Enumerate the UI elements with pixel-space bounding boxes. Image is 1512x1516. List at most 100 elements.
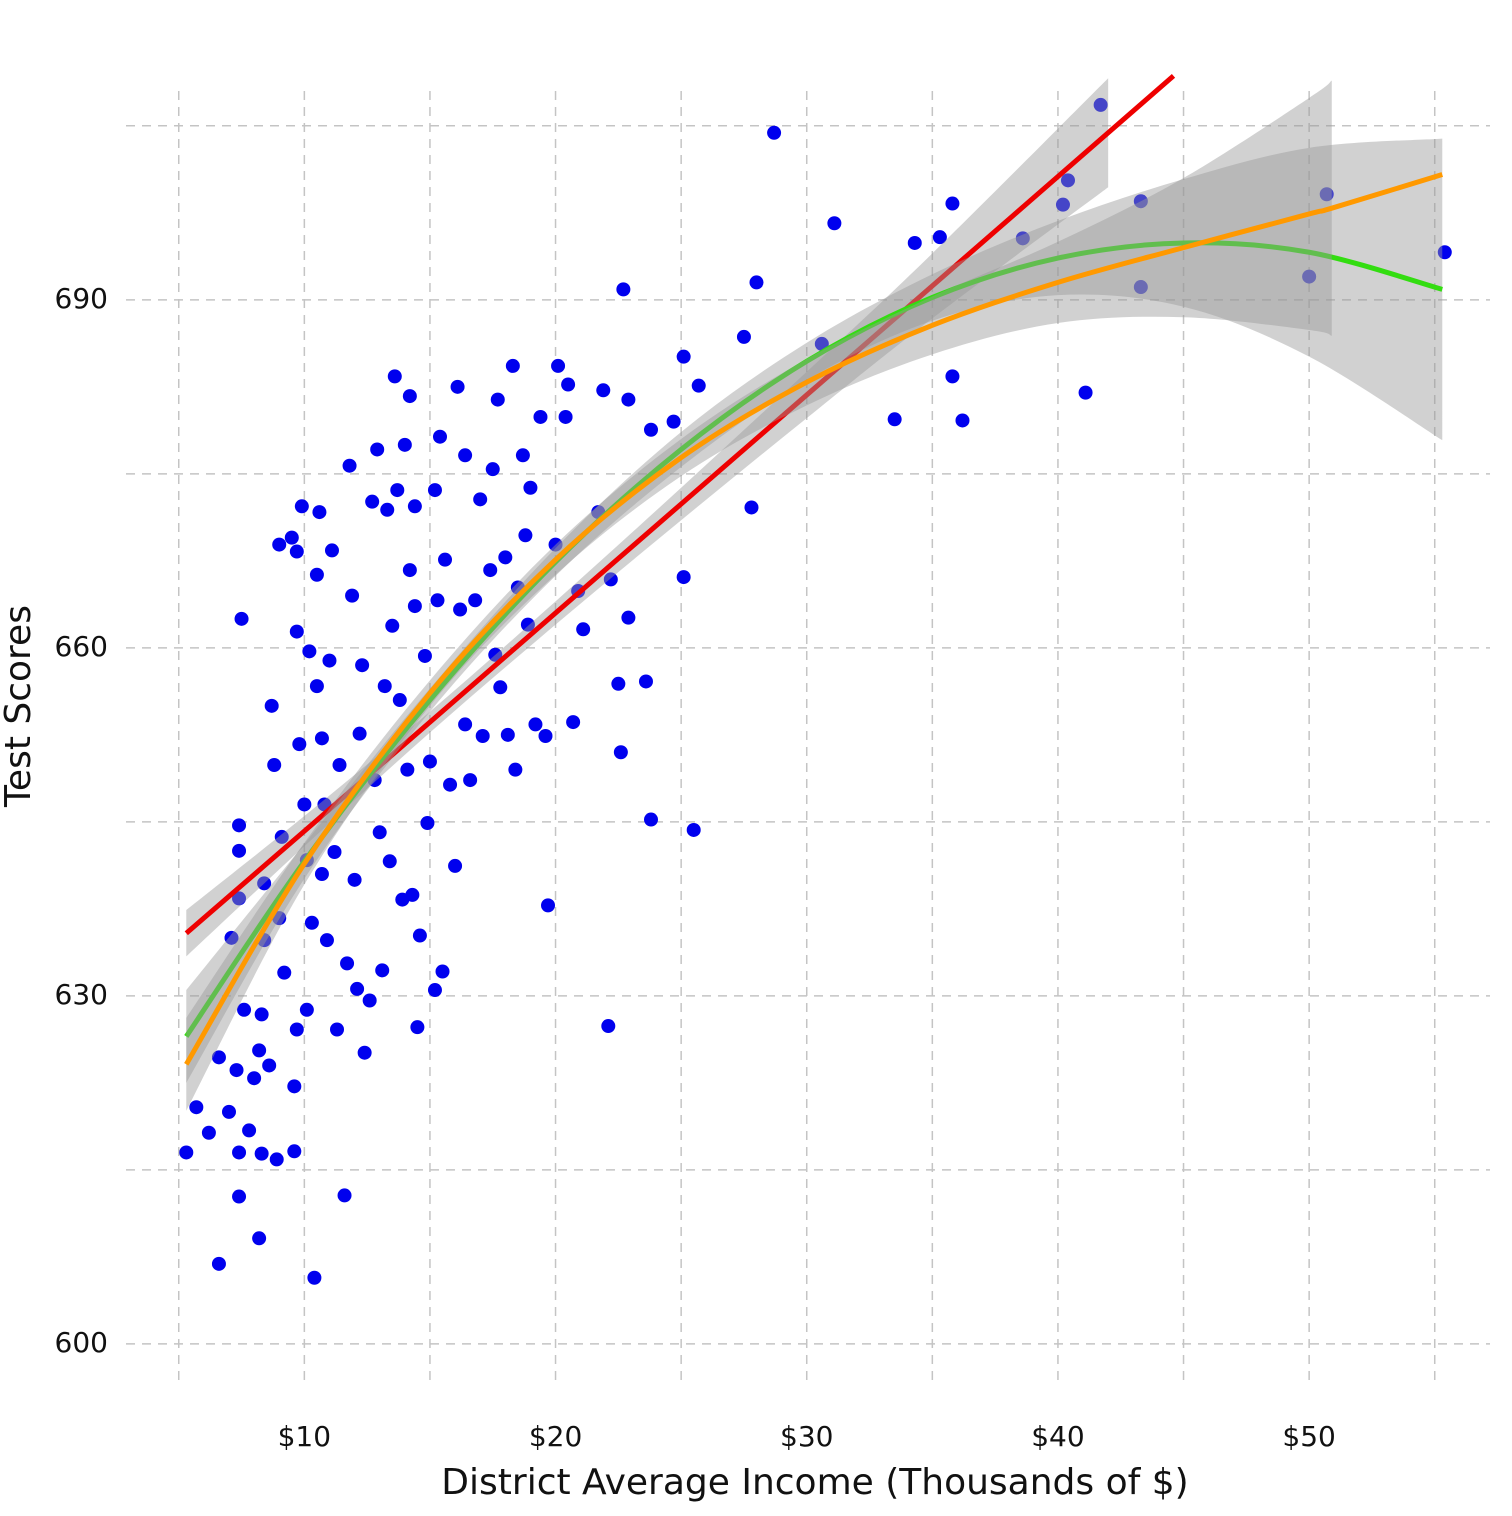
grid [126, 91, 1490, 1381]
data-point [189, 1100, 204, 1115]
data-point [254, 1146, 269, 1161]
x-tick-label: $40 [1031, 1420, 1084, 1453]
data-point [887, 412, 902, 427]
data-point [254, 1007, 269, 1022]
data-point [272, 537, 287, 552]
data-point [287, 1144, 302, 1159]
data-point [297, 797, 312, 812]
data-point [375, 963, 390, 978]
data-point [749, 275, 764, 290]
data-point [272, 911, 287, 926]
data-point [412, 928, 427, 943]
data-point [1055, 197, 1070, 212]
data-point [357, 1045, 372, 1060]
data-point [232, 891, 247, 906]
data-point [232, 1189, 247, 1204]
data-point [676, 570, 691, 585]
y-tick-label: 660 [55, 630, 108, 663]
x-axis-title: District Average Income (Thousands of $) [441, 1462, 1188, 1503]
plot-area [179, 74, 1452, 1285]
data-point [613, 745, 628, 760]
data-point [232, 818, 247, 833]
data-point [558, 409, 573, 424]
data-point [289, 544, 304, 559]
data-point [372, 825, 387, 840]
data-point [450, 379, 465, 394]
data-point [432, 429, 447, 444]
data-point [232, 1145, 247, 1160]
confidence-band [186, 80, 1332, 1111]
data-point [201, 1125, 216, 1140]
data-point [264, 698, 279, 713]
data-point [232, 843, 247, 858]
data-point [621, 610, 636, 625]
data-point [237, 1002, 252, 1017]
data-point [302, 644, 317, 659]
data-point [332, 758, 347, 773]
data-point [453, 602, 468, 617]
data-point [548, 537, 563, 552]
data-point [277, 965, 292, 980]
data-point [362, 993, 377, 1008]
data-point [304, 915, 319, 930]
data-point [1133, 280, 1148, 295]
data-point [299, 1002, 314, 1017]
data-point [435, 964, 450, 979]
data-point [400, 762, 415, 777]
data-point [422, 754, 437, 769]
data-point [523, 480, 538, 495]
data-point [505, 358, 520, 373]
data-point [483, 563, 498, 578]
data-point [324, 543, 339, 558]
data-point [314, 867, 329, 882]
data-point [309, 679, 324, 694]
data-point [438, 552, 453, 567]
data-point [287, 1079, 302, 1094]
data-point [307, 1270, 322, 1285]
data-point [352, 726, 367, 741]
data-point [427, 983, 442, 998]
data-point [417, 648, 432, 663]
data-point [370, 442, 385, 457]
data-point [621, 392, 636, 407]
data-point [500, 727, 515, 742]
data-point [284, 530, 299, 545]
data-point [691, 378, 706, 393]
data-point [644, 422, 659, 437]
data-point [242, 1123, 257, 1138]
data-point [528, 717, 543, 732]
data-point [405, 887, 420, 902]
data-point [229, 1063, 244, 1078]
data-point [224, 930, 239, 945]
data-point [337, 1188, 352, 1203]
data-point [566, 715, 581, 730]
data-point [420, 816, 435, 831]
data-point [427, 483, 442, 498]
data-point [294, 499, 309, 514]
data-point [234, 611, 249, 626]
data-point [533, 409, 548, 424]
data-point [402, 389, 417, 404]
data-point [541, 898, 556, 913]
data-point [601, 1019, 616, 1034]
data-point [289, 624, 304, 639]
data-point [257, 876, 272, 891]
data-point [322, 653, 337, 668]
data-point [269, 1152, 284, 1167]
data-point [340, 956, 355, 971]
data-point [345, 588, 360, 603]
data-point [1319, 187, 1334, 202]
data-point [1093, 97, 1108, 112]
data-point [365, 494, 380, 509]
data-point [538, 729, 553, 743]
data-point [616, 282, 631, 297]
data-point [392, 693, 407, 708]
data-point [498, 550, 513, 565]
data-point [347, 872, 362, 887]
data-point [611, 676, 626, 691]
data-point [314, 731, 329, 746]
data-point [945, 196, 960, 211]
data-point [686, 822, 701, 837]
data-point [443, 777, 458, 792]
data-point [380, 502, 395, 517]
